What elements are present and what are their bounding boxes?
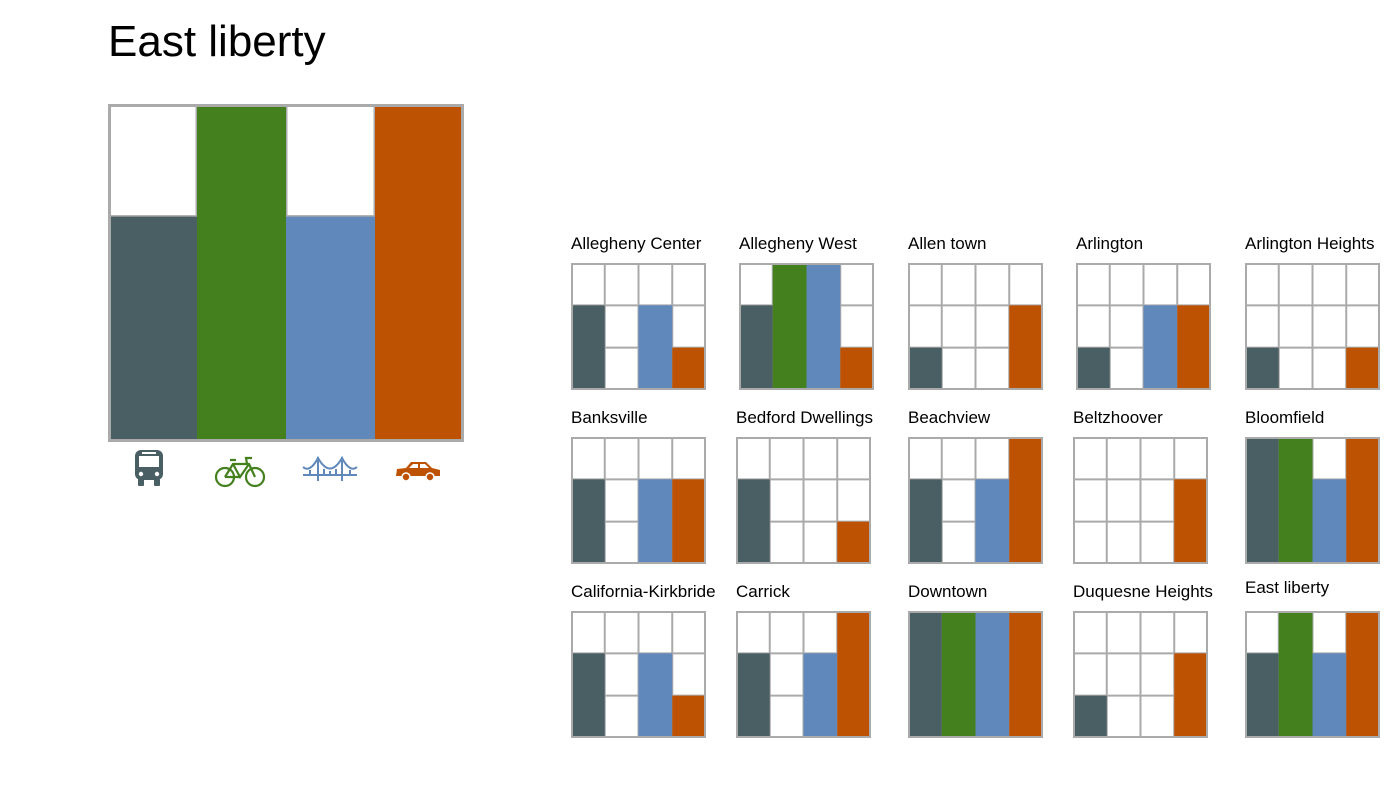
small-chart-duquesne-heights: [1073, 611, 1208, 738]
small-chart-downtown-title: Downtown: [908, 582, 988, 601]
small-chart-arlington-title: Arlington: [1076, 234, 1144, 253]
small-chart-allegheny-center-bar-car: [672, 347, 706, 390]
bus-icon: [135, 450, 163, 486]
small-chart-allegheny-west-bar-bus: [739, 305, 773, 390]
small-chart-beachview-bar-bus: [908, 479, 942, 564]
small-chart-allegheny-west-bar-bike: [772, 263, 807, 390]
small-chart-beachview-border: [908, 437, 1043, 564]
bicycle-icon: [214, 456, 266, 488]
small-chart-downtown-bar-bus: [908, 611, 942, 738]
small-chart-bloomfield-title: Bloomfield: [1245, 408, 1325, 427]
small-chart-downtown-bar-bridge: [975, 611, 1010, 738]
bridge-icon: [302, 455, 358, 481]
small-chart-east-liberty-border: [1245, 611, 1380, 738]
small-chart-banksville-bar-car: [672, 479, 706, 564]
small-chart-california-kirkbride-bar-bridge: [638, 653, 673, 738]
small-chart-arlington-bar-car: [1177, 305, 1211, 390]
small-chart-arlington: [1076, 263, 1211, 390]
small-chart-beachview-bar-car: [1009, 437, 1043, 564]
small-chart-california-kirkbride-bar-car: [672, 695, 706, 738]
small-chart-allegheny-center-bar-bridge: [638, 305, 673, 390]
small-chart-carrick-title: Carrick: [736, 582, 790, 601]
small-chart-bedford-dwellings-border: [736, 437, 871, 564]
small-chart-allegheny-center: [571, 263, 706, 390]
main-chart-bar-car: [375, 104, 464, 442]
small-chart-beachview-bar-bridge: [975, 479, 1010, 564]
small-chart-banksville-border: [571, 437, 706, 564]
small-chart-carrick-bar-bus: [736, 653, 770, 738]
car-icon: [396, 462, 440, 482]
small-chart-carrick-bar-car: [837, 611, 871, 738]
main-chart-border: [108, 104, 464, 442]
small-chart-arlington-border: [1076, 263, 1211, 390]
small-chart-bloomfield-bar-bridge: [1312, 479, 1347, 564]
small-chart-bloomfield-bar-bike: [1278, 437, 1313, 564]
small-chart-banksville-bar-bus: [571, 479, 605, 564]
small-chart-california-kirkbride-border: [571, 611, 706, 738]
small-chart-downtown-border: [908, 611, 1043, 738]
small-chart-downtown: [908, 611, 1043, 738]
small-chart-downtown-bar-bike: [941, 611, 976, 738]
small-chart-bloomfield: [1245, 437, 1380, 564]
small-chart-beltzhoover-border: [1073, 437, 1208, 564]
small-chart-arlington-heights-bar-bus: [1245, 347, 1279, 390]
small-chart-duquesne-heights-title: Duquesne Heights: [1073, 582, 1213, 601]
small-chart-duquesne-heights-border: [1073, 611, 1208, 738]
small-chart-arlington-heights-title: Arlington Heights: [1245, 234, 1375, 253]
small-chart-east-liberty: [1245, 611, 1380, 738]
small-chart-allen-town: [908, 263, 1043, 390]
small-chart-duquesne-heights-bar-car: [1174, 653, 1208, 738]
main-chart: [108, 104, 464, 442]
small-chart-allegheny-center-border: [571, 263, 706, 390]
small-chart-banksville-bar-bridge: [638, 479, 673, 564]
small-chart-bedford-dwellings-bar-bus: [736, 479, 770, 564]
small-chart-bedford-dwellings-bar-car: [837, 521, 871, 564]
small-chart-california-kirkbride-title: California-Kirkbride: [571, 582, 716, 601]
small-chart-carrick: [736, 611, 871, 738]
small-chart-arlington-bar-bridge: [1143, 305, 1178, 390]
small-chart-allegheny-west-bar-bridge: [806, 263, 841, 390]
small-chart-east-liberty-bar-car: [1346, 611, 1380, 738]
small-chart-east-liberty-title: East liberty: [1245, 578, 1330, 597]
page-title: East liberty: [108, 17, 326, 66]
small-chart-east-liberty-bar-bridge: [1312, 653, 1347, 738]
small-chart-arlington-heights: [1245, 263, 1380, 390]
small-chart-allen-town-bar-bus: [908, 347, 942, 390]
small-chart-beachview: [908, 437, 1043, 564]
small-chart-banksville: [571, 437, 706, 564]
small-chart-bloomfield-bar-bus: [1245, 437, 1279, 564]
small-chart-bloomfield-border: [1245, 437, 1380, 564]
small-chart-arlington-heights-border: [1245, 263, 1380, 390]
small-chart-allegheny-west: [739, 263, 874, 390]
small-chart-bloomfield-bar-car: [1346, 437, 1380, 564]
main-chart-bar-bridge: [286, 216, 375, 442]
small-chart-east-liberty-bar-bike: [1278, 611, 1313, 738]
small-chart-arlington-bar-bus: [1076, 347, 1110, 390]
small-chart-downtown-bar-car: [1009, 611, 1043, 738]
small-chart-beachview-title: Beachview: [908, 408, 991, 427]
small-chart-allegheny-west-border: [739, 263, 874, 390]
small-chart-arlington-heights-bar-car: [1346, 347, 1380, 390]
small-chart-beltzhoover: [1073, 437, 1208, 564]
small-chart-allegheny-west-bar-car: [840, 347, 874, 390]
small-chart-allegheny-center-bar-bus: [571, 305, 605, 390]
small-chart-beltzhoover-bar-car: [1174, 479, 1208, 564]
small-chart-duquesne-heights-bar-bus: [1073, 695, 1107, 738]
small-chart-allegheny-center-title: Allegheny Center: [571, 234, 702, 253]
small-chart-allen-town-title: Allen town: [908, 234, 987, 253]
small-chart-allegheny-west-title: Allegheny West: [739, 234, 857, 253]
main-chart-bar-bike: [197, 104, 286, 442]
small-chart-california-kirkbride: [571, 611, 706, 738]
small-chart-beltzhoover-title: Beltzhoover: [1073, 408, 1163, 427]
small-chart-california-kirkbride-bar-bus: [571, 653, 605, 738]
main-chart-bar-bus: [108, 216, 197, 442]
small-chart-allen-town-border: [908, 263, 1043, 390]
small-chart-banksville-title: Banksville: [571, 408, 648, 427]
small-chart-bedford-dwellings: [736, 437, 871, 564]
small-chart-bedford-dwellings-title: Bedford Dwellings: [736, 408, 874, 427]
small-chart-carrick-bar-bridge: [803, 653, 838, 738]
small-chart-allen-town-bar-car: [1009, 305, 1043, 390]
small-chart-carrick-border: [736, 611, 871, 738]
small-chart-east-liberty-bar-bus: [1245, 653, 1279, 738]
